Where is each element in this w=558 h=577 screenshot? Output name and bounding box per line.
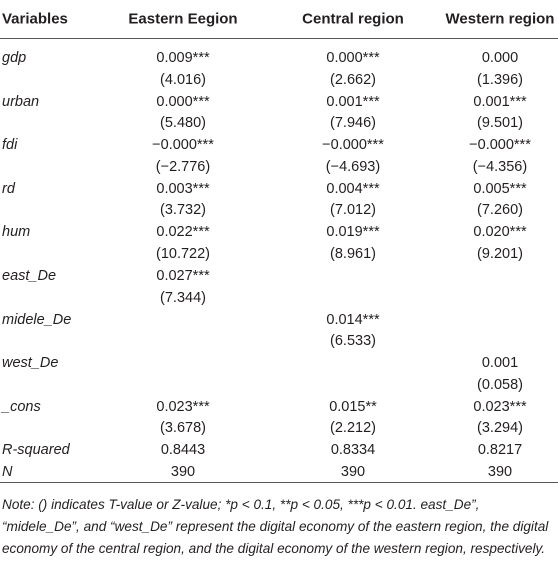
bottom-rule — [0, 482, 558, 483]
coefficient: 0.020*** — [473, 224, 527, 241]
header-cell: Eastern Eegion — [128, 10, 238, 28]
header-cell: Western region — [445, 10, 555, 28]
t-value: (9.501) — [477, 115, 523, 132]
coefficient: 0.005*** — [473, 180, 527, 197]
variable-name: fdi — [2, 137, 18, 154]
header-rule — [0, 38, 558, 39]
t-value: (4.016) — [160, 71, 206, 88]
coefficient: 0.019*** — [326, 224, 380, 241]
t-value: (7.012) — [330, 202, 376, 219]
t-value: (3.732) — [160, 202, 206, 219]
coefficient: 0.027*** — [156, 268, 210, 284]
t-value: (7.260) — [477, 202, 523, 219]
coefficient: 0.000*** — [326, 50, 380, 66]
t-value: (3.294) — [477, 420, 523, 437]
t-value: (0.058) — [477, 376, 523, 393]
coefficient: 0.014*** — [326, 311, 380, 328]
header-cell: Central region — [302, 10, 404, 28]
t-value: (3.678) — [160, 420, 206, 437]
t-value: (9.201) — [477, 246, 523, 262]
coefficient: 390 — [487, 464, 513, 480]
coefficient: 390 — [340, 464, 366, 480]
coefficient: −0.000*** — [322, 137, 384, 154]
variable-name: R-squared — [2, 442, 70, 459]
coefficient: 0.023*** — [156, 398, 210, 415]
coefficient: 0.001*** — [326, 93, 380, 110]
coefficient: 0.8334 — [330, 442, 376, 459]
coefficient: 0.8443 — [160, 442, 206, 459]
t-value: (8.961) — [330, 246, 376, 262]
t-value: (−4.356) — [472, 158, 528, 175]
coefficient: 0.009*** — [156, 50, 210, 66]
header-cell: Variables — [2, 10, 68, 28]
coefficient: 0.003*** — [156, 180, 210, 197]
coefficient: 0.000*** — [156, 93, 210, 110]
t-value: (5.480) — [160, 115, 206, 132]
coefficient: −0.000*** — [469, 137, 531, 154]
variable-name: N — [2, 464, 13, 480]
t-value: (−4.693) — [325, 158, 381, 175]
variable-name: rd — [2, 180, 15, 197]
t-value: (6.533) — [330, 333, 376, 350]
t-value: (7.344) — [160, 289, 206, 306]
coefficient: 0.8217 — [477, 442, 523, 459]
t-value: (2.212) — [330, 420, 376, 437]
coefficient: 0.001*** — [473, 93, 527, 110]
variable-name: west_De — [2, 355, 59, 372]
variable-name: hum — [2, 224, 31, 241]
coefficient: −0.000*** — [152, 137, 214, 154]
t-value: (−2.776) — [155, 158, 211, 175]
table-note: Note: () indicates T-value or Z-value; *… — [2, 497, 549, 556]
t-value: (7.946) — [330, 115, 376, 132]
variable-name: _cons — [2, 398, 41, 415]
coefficient: 0.001 — [481, 355, 519, 372]
variable-name: gdp — [2, 50, 27, 66]
variable-name: midele_De — [2, 311, 72, 328]
t-value: (2.662) — [330, 71, 376, 88]
coefficient: 0.015** — [329, 398, 377, 415]
coefficient: 0.000 — [481, 50, 519, 66]
coefficient: 0.004*** — [326, 180, 380, 197]
variable-name: urban — [2, 93, 40, 110]
variable-name: east_De — [2, 268, 57, 284]
t-value: (10.722) — [155, 246, 211, 262]
coefficient: 0.023*** — [473, 398, 527, 415]
coefficient: 390 — [170, 464, 196, 480]
t-value: (1.396) — [477, 71, 523, 88]
coefficient: 0.022*** — [156, 224, 210, 241]
